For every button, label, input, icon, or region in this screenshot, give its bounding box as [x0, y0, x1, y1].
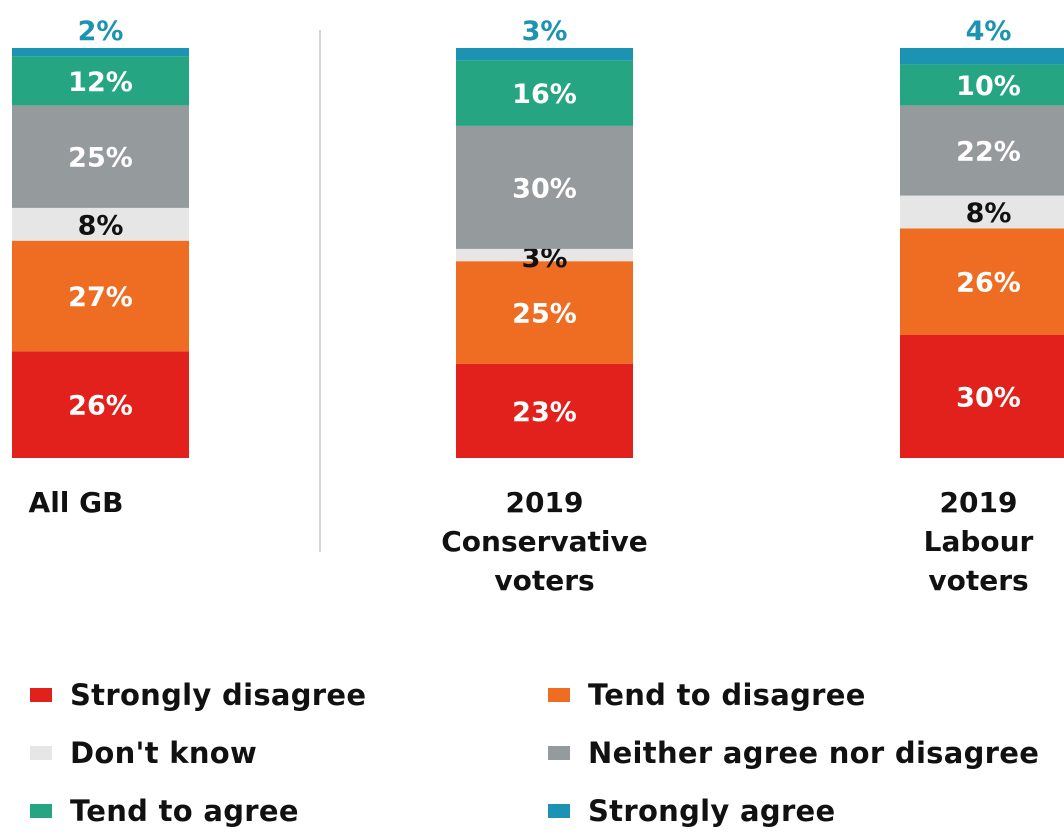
bar-strongly-agree-3	[900, 48, 1064, 65]
data-label-tend-to-disagree-3: 26%	[956, 268, 1021, 299]
data-label-strongly-agree-2: 3%	[522, 16, 568, 47]
data-label-strongly-disagree-2: 23%	[512, 397, 577, 428]
data-label-strongly-agree-3: 4%	[966, 16, 1012, 47]
bar-neither-agree-nor-disagree-3	[900, 105, 1064, 196]
bar-neither-agree-nor-disagree-1	[12, 105, 189, 208]
bar-don-t-know-1	[12, 207, 189, 241]
bar-neither-agree-nor-disagree-2	[456, 125, 633, 249]
data-label-tend-to-agree-1: 12%	[68, 67, 133, 98]
data-label-don-t-know-3: 8%	[966, 198, 1012, 229]
bar-strongly-agree-1	[12, 48, 189, 57]
bar-tend-to-agree-3	[900, 64, 1064, 106]
bar-strongly-disagree-1	[12, 351, 189, 458]
data-label-tend-to-agree-2: 16%	[512, 79, 577, 110]
data-label-neither-agree-nor-disagree-2: 30%	[512, 173, 577, 204]
data-label-don-t-know-1: 8%	[78, 210, 124, 241]
category-label-2-line-1: 2019	[506, 486, 584, 519]
category-label-3-line-2: Labour	[924, 525, 1034, 558]
category-label-3-line-1: 2019	[940, 486, 1018, 519]
data-label-neither-agree-nor-disagree-3: 22%	[956, 137, 1021, 168]
data-label-tend-to-disagree-2: 25%	[512, 298, 577, 329]
category-label-2-line-2: Conservative	[441, 525, 648, 558]
bar-tend-to-disagree-2	[456, 261, 633, 364]
bar-tend-to-agree-1	[12, 56, 189, 106]
category-label-1-line-1: All GB	[29, 486, 124, 519]
bar-tend-to-disagree-3	[900, 228, 1064, 335]
data-label-strongly-disagree-1: 26%	[68, 391, 133, 422]
category-label-3-line-3: voters	[928, 564, 1028, 597]
bar-strongly-agree-2	[456, 48, 633, 61]
bar-tend-to-agree-2	[456, 60, 633, 126]
bar-tend-to-disagree-1	[12, 240, 189, 352]
category-label-2-line-3: voters	[494, 564, 594, 597]
data-label-tend-to-agree-3: 10%	[956, 71, 1021, 102]
data-label-strongly-disagree-3: 30%	[956, 383, 1021, 414]
bar-strongly-disagree-3	[900, 335, 1064, 458]
bar-don-t-know-2	[456, 248, 633, 262]
data-label-tend-to-disagree-1: 27%	[68, 282, 133, 313]
data-label-strongly-agree-1: 2%	[78, 16, 124, 47]
bar-don-t-know-3	[900, 195, 1064, 229]
bar-strongly-disagree-2	[456, 363, 633, 458]
data-label-neither-agree-nor-disagree-1: 25%	[68, 143, 133, 174]
